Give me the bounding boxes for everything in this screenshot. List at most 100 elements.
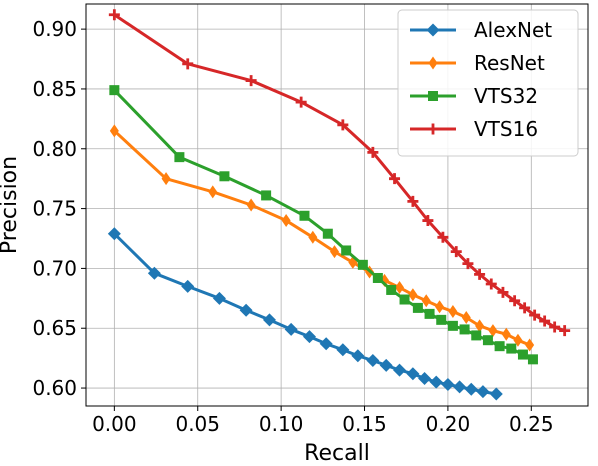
data-point xyxy=(447,320,458,331)
data-point xyxy=(559,325,571,337)
data-point xyxy=(459,324,470,335)
axis-ticks: 0.00 0.05 0.10 0.15 0.20 0.25 0.60 0.65 0.70 0.75… xyxy=(32,17,553,436)
data-point xyxy=(389,173,401,185)
data-point xyxy=(549,321,561,333)
data-point xyxy=(109,124,119,138)
data-point xyxy=(379,358,393,372)
data-point xyxy=(239,303,253,317)
data-point xyxy=(262,313,276,327)
legend-marker xyxy=(426,23,440,37)
data-point xyxy=(299,210,310,221)
legend-item: AlexNet xyxy=(410,18,552,42)
data-point xyxy=(429,375,443,389)
data-point xyxy=(513,333,523,347)
data-point xyxy=(435,300,445,314)
data-point xyxy=(406,367,420,381)
legend-marker xyxy=(427,123,439,135)
data-point xyxy=(519,302,531,314)
data-point xyxy=(462,258,474,270)
data-point xyxy=(395,281,405,295)
data-point xyxy=(437,231,449,243)
data-point xyxy=(489,387,503,401)
series-vts32 xyxy=(109,85,538,365)
data-point xyxy=(302,330,316,344)
data-point xyxy=(393,363,407,377)
data-point xyxy=(497,286,509,298)
data-point xyxy=(453,380,467,394)
data-point xyxy=(418,371,432,385)
plot-frame xyxy=(85,3,589,407)
data-point xyxy=(441,377,455,391)
y-tick-label: 0.70 xyxy=(32,256,77,280)
series-alexnet xyxy=(107,227,503,401)
data-point xyxy=(308,230,318,244)
data-point xyxy=(284,322,298,336)
legend-item: VTS16 xyxy=(410,117,538,141)
y-tick-label: 0.65 xyxy=(32,316,77,340)
data-point xyxy=(474,268,486,280)
data-point xyxy=(448,304,458,318)
data-point xyxy=(408,288,418,302)
x-tick-label: 0.00 xyxy=(92,412,137,436)
data-point xyxy=(525,338,535,352)
data-point xyxy=(506,343,517,354)
data-point xyxy=(494,341,505,352)
legend: AlexNet ResNet VTS32 VTS16 xyxy=(397,9,579,157)
data-point xyxy=(366,354,380,368)
series-line xyxy=(113,232,497,396)
data-point xyxy=(108,9,120,21)
data-point xyxy=(529,309,541,321)
x-tick-label: 0.05 xyxy=(175,412,220,436)
data-point xyxy=(181,279,195,293)
legend-marker xyxy=(428,56,438,70)
legend-box xyxy=(397,9,579,157)
data-point xyxy=(261,190,272,201)
data-point xyxy=(212,291,226,305)
data-point xyxy=(501,327,511,341)
data-point xyxy=(517,349,528,360)
data-point xyxy=(372,272,383,283)
data-point xyxy=(174,152,185,163)
data-point xyxy=(539,315,551,327)
series-vts16 xyxy=(108,9,571,337)
x-tick-label: 0.15 xyxy=(342,412,387,436)
legend-label: ResNet xyxy=(474,51,545,75)
data-point xyxy=(422,215,434,227)
y-tick-label: 0.85 xyxy=(32,77,77,101)
data-point xyxy=(319,337,333,351)
data-point xyxy=(450,246,462,258)
data-point xyxy=(476,385,490,399)
data-point xyxy=(386,284,397,295)
data-point xyxy=(208,185,218,199)
data-point xyxy=(329,245,339,259)
y-axis-label: Precision xyxy=(0,156,22,254)
legend-marker xyxy=(428,91,438,101)
data-point xyxy=(348,255,358,269)
data-point xyxy=(527,354,538,365)
data-point xyxy=(412,302,423,313)
legend-item: ResNet xyxy=(410,51,545,75)
data-point xyxy=(424,308,435,319)
x-axis-label: Recall xyxy=(304,441,370,466)
data-point xyxy=(471,330,482,341)
legend-label: VTS32 xyxy=(474,84,538,108)
data-point xyxy=(475,319,485,333)
data-point xyxy=(488,324,498,338)
series-line xyxy=(113,89,534,361)
x-tick-label: 0.10 xyxy=(259,412,304,436)
y-tick-label: 0.75 xyxy=(32,197,77,221)
data-point xyxy=(399,294,410,305)
data-point xyxy=(107,227,121,241)
legend-label: AlexNet xyxy=(474,18,552,42)
legend-item: VTS32 xyxy=(410,84,538,108)
data-point xyxy=(461,310,471,324)
data-point xyxy=(407,195,419,207)
data-point xyxy=(464,382,478,396)
data-point xyxy=(351,349,365,363)
data-point xyxy=(341,245,352,256)
data-point xyxy=(182,58,194,70)
data-point xyxy=(337,119,349,131)
data-point xyxy=(482,335,493,346)
series-resnet xyxy=(109,124,535,352)
series-layer xyxy=(107,9,571,401)
